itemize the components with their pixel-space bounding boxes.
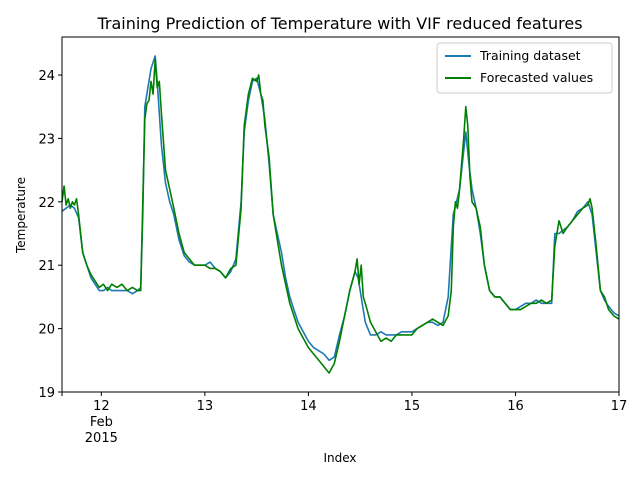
x-axis-label: Index	[323, 451, 356, 465]
y-tick-label: 23	[38, 132, 55, 147]
x-tick-sublabel-month: Feb	[90, 415, 113, 430]
y-tick-label: 20	[38, 323, 55, 338]
y-axis-label: Temperature	[14, 177, 28, 254]
y-tick-label: 19	[38, 386, 55, 401]
series-layer	[61, 55, 620, 374]
y-tick-label: 22	[38, 196, 55, 211]
x-tick-label: 12	[93, 399, 110, 414]
x-tick-label: 15	[404, 399, 421, 414]
y-tick-label: 24	[38, 69, 55, 84]
legend-label-training: Training dataset	[479, 48, 581, 63]
x-tick-label: 13	[197, 399, 214, 414]
y-axis: 19 20 21 22 23 24	[38, 69, 62, 401]
plot-frame	[61, 36, 620, 393]
legend: Training dataset Forecasted values	[436, 42, 613, 94]
x-tick-label: 14	[300, 399, 317, 414]
y-tick-label: 21	[38, 259, 55, 274]
legend-box	[436, 42, 613, 94]
x-tick-label: 16	[507, 399, 524, 414]
series-line-forecast	[61, 58, 620, 374]
legend-label-forecast: Forecasted values	[480, 70, 593, 85]
x-tick-label: 17	[611, 399, 628, 414]
chart-title: Training Prediction of Temperature with …	[96, 14, 582, 33]
series-line-training	[61, 55, 620, 362]
x-tick-sublabel-year: 2015	[85, 431, 118, 446]
